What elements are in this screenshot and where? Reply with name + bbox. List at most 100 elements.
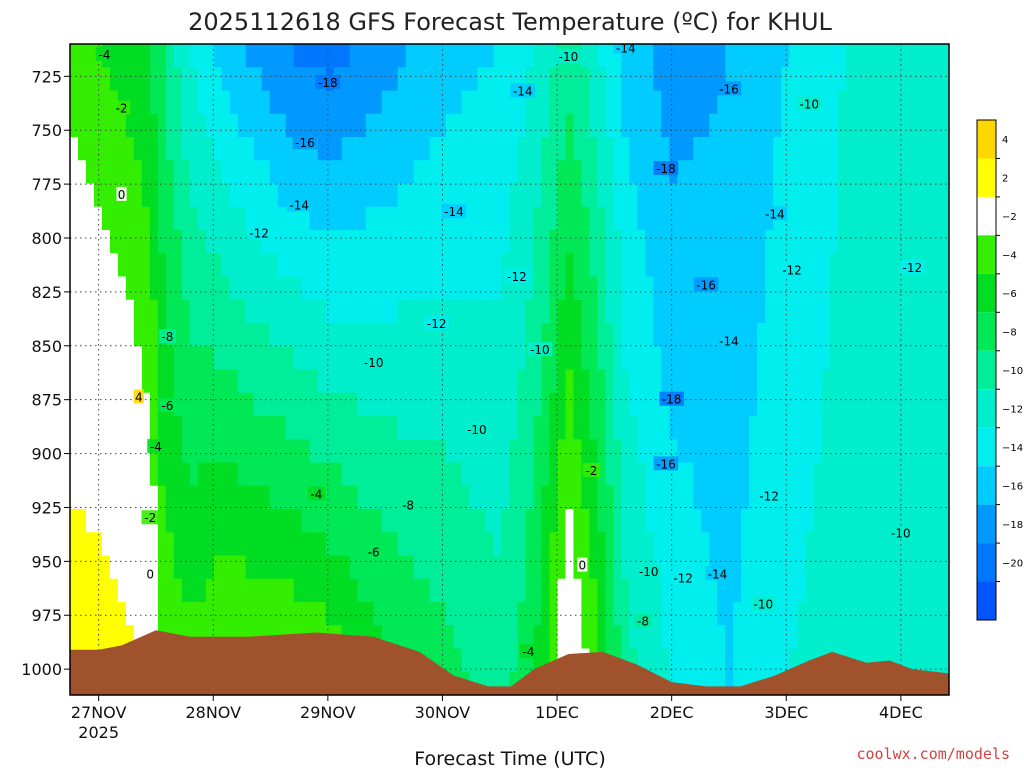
field-cell xyxy=(749,392,758,417)
field-cell xyxy=(941,625,949,650)
field-cell xyxy=(877,555,886,580)
field-cell xyxy=(813,253,822,278)
field-cell xyxy=(933,369,942,394)
credit-link[interactable]: coolwx.com/models xyxy=(856,745,1010,763)
field-cell xyxy=(205,416,215,440)
field-cell xyxy=(325,44,335,68)
field-cell xyxy=(533,555,543,580)
field-cell xyxy=(85,160,95,185)
field-cell xyxy=(365,90,375,115)
field-cell xyxy=(429,532,439,557)
field-cell xyxy=(533,578,543,603)
field-cell xyxy=(277,392,287,417)
field-cell xyxy=(445,113,455,138)
field-cell xyxy=(613,392,622,417)
field-cell xyxy=(901,392,910,417)
field-cell xyxy=(293,416,303,440)
field-cell xyxy=(669,183,678,208)
field-cell xyxy=(685,323,694,347)
field-cell xyxy=(693,462,702,487)
field-cell xyxy=(293,578,303,603)
field-cell xyxy=(829,206,838,231)
field-cell xyxy=(125,578,135,603)
field-cell xyxy=(685,602,694,626)
field-cell xyxy=(541,602,551,626)
field-cell xyxy=(805,602,814,626)
field-cell xyxy=(853,602,862,626)
field-cell xyxy=(357,90,367,115)
field-cell xyxy=(733,183,742,208)
field-cell xyxy=(565,323,575,347)
field-cell xyxy=(741,462,750,487)
field-cell xyxy=(341,555,351,580)
contour-label-bg xyxy=(653,456,679,471)
field-cell xyxy=(541,555,551,580)
contour-label-bg xyxy=(441,204,467,219)
field-cell xyxy=(469,625,479,650)
field-cell xyxy=(557,462,567,487)
field-cell xyxy=(253,392,263,417)
field-cell xyxy=(325,462,335,487)
field-cell xyxy=(765,230,774,254)
field-cell xyxy=(381,90,391,115)
field-cell xyxy=(229,416,239,440)
field-cell xyxy=(781,648,790,673)
terrain-surface xyxy=(70,630,949,695)
field-cell xyxy=(501,299,511,324)
field-cell xyxy=(805,416,814,440)
field-cell xyxy=(901,439,910,464)
field-cell xyxy=(301,276,311,301)
field-cell xyxy=(693,44,702,68)
field-cell xyxy=(221,253,231,278)
field-cell xyxy=(573,602,583,626)
field-cell xyxy=(533,485,543,510)
field-cell xyxy=(293,299,303,324)
field-cell xyxy=(621,276,630,301)
field-cell xyxy=(901,346,910,371)
field-cell xyxy=(893,439,902,464)
field-cell xyxy=(213,160,223,185)
field-cell xyxy=(709,392,718,417)
x-tick-label: 30NOV xyxy=(415,703,471,722)
field-cell xyxy=(717,183,726,208)
field-cell xyxy=(157,113,167,138)
field-cell xyxy=(317,323,327,347)
field-cell xyxy=(693,602,702,626)
field-cell xyxy=(509,532,519,557)
field-cell xyxy=(293,462,303,487)
field-cell xyxy=(493,485,503,510)
field-cell xyxy=(693,555,702,580)
field-cell xyxy=(149,113,159,138)
field-cell xyxy=(357,439,367,464)
contour-label: -12 xyxy=(756,488,782,504)
field-cell xyxy=(421,160,431,185)
field-cell xyxy=(237,160,247,185)
field-cell xyxy=(717,625,726,650)
field-cell xyxy=(141,462,151,487)
field-cell xyxy=(165,206,175,231)
field-cell xyxy=(885,555,894,580)
field-cell xyxy=(885,485,894,510)
field-cell xyxy=(373,602,383,626)
field-cell xyxy=(789,137,798,161)
field-cell xyxy=(389,137,399,161)
field-cell xyxy=(549,323,559,347)
field-cell xyxy=(733,90,742,115)
field-cell xyxy=(701,206,710,231)
field-cell xyxy=(301,253,311,278)
field-cell xyxy=(629,230,638,254)
field-cell xyxy=(925,206,934,231)
field-cell xyxy=(813,44,822,68)
field-cell xyxy=(485,113,495,138)
colorbar-tick-label: −18 xyxy=(1002,520,1023,531)
field-cell xyxy=(197,160,207,185)
field-cell xyxy=(861,532,870,557)
field-cell xyxy=(941,578,949,603)
field-cell xyxy=(285,253,295,278)
contour-label: -8 xyxy=(634,613,652,629)
field-cell xyxy=(717,346,726,371)
field-cell xyxy=(621,625,630,650)
field-cell xyxy=(173,485,183,510)
field-cell xyxy=(253,299,263,324)
field-cell xyxy=(853,67,862,92)
